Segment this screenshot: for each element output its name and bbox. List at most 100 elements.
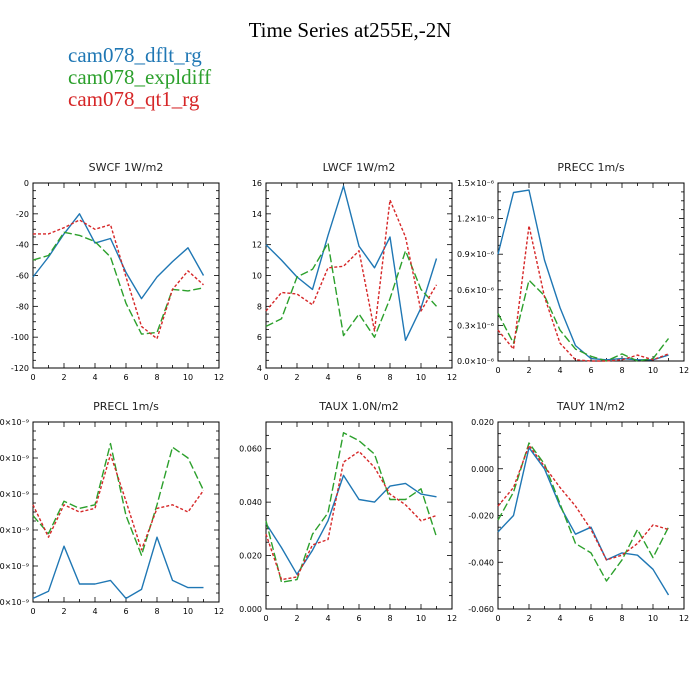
x-tick-label: 0 [495, 366, 500, 375]
y-tick-label: 6 [257, 333, 262, 342]
legend-entry-qt1: cam078_qt1_rg [68, 88, 199, 110]
y-tick-label: 1.5×10⁻⁶ [457, 179, 494, 188]
x-tick-label: 2 [526, 614, 531, 623]
x-tick-label: 2 [526, 366, 531, 375]
series-line-qt1 [265, 199, 438, 332]
x-tick-label: 6 [356, 373, 361, 382]
series-line-expldiff [265, 432, 438, 583]
x-tick-label: 8 [387, 373, 392, 382]
x-tick-label: 12 [447, 373, 457, 382]
x-tick-label: 10 [183, 373, 193, 382]
y-tick-label: -0.060 [468, 605, 494, 614]
y-tick-label: -40 [16, 241, 29, 250]
y-tick-label: 3.0×10⁻⁹ [0, 490, 29, 499]
series-line-dflt [32, 536, 204, 600]
series-line-qt1 [33, 219, 204, 340]
page-title: Time Series at255E,-2N [248, 18, 452, 42]
y-tick-label: 4 [257, 364, 262, 373]
series-line-dflt [497, 189, 669, 361]
y-tick-label: 0.0×10⁻⁶ [457, 357, 494, 366]
y-tick-label: -80 [16, 302, 29, 311]
x-tick-label: 0 [263, 373, 268, 382]
y-tick-label: 10 [252, 272, 262, 281]
series-line-expldiff [497, 279, 670, 362]
plot-frame [265, 182, 453, 369]
y-tick-label: 0.6×10⁻⁶ [457, 286, 494, 295]
series-line-dflt [32, 213, 205, 300]
series-line-qt1 [32, 453, 205, 551]
x-tick-label: 12 [214, 607, 224, 616]
x-tick-label: 8 [154, 607, 159, 616]
y-tick-label: 0.060 [239, 445, 262, 454]
y-tick-label: 0.9×10⁻⁶ [457, 250, 494, 259]
y-tick-label: -0.020 [468, 512, 494, 521]
y-tick-label: 0.0×10⁻⁹ [0, 598, 29, 607]
x-tick-label: 4 [325, 373, 330, 382]
y-tick-label: 2.0×10⁻⁹ [0, 526, 29, 535]
y-tick-label: -20 [16, 210, 29, 219]
series-line-expldiff [497, 442, 670, 582]
plot-frame [497, 182, 685, 362]
series-line-expldiff [32, 231, 204, 335]
chart-title: PRECL 1m/s [93, 400, 159, 413]
x-tick-label: 6 [356, 614, 361, 623]
x-tick-label: 2 [61, 373, 66, 382]
series-line-qt1 [497, 224, 669, 362]
plot-frame [32, 421, 220, 603]
y-tick-label: 0.020 [239, 552, 262, 561]
series-line-dflt [265, 185, 438, 341]
x-tick-label: 2 [294, 614, 299, 623]
series-line-expldiff [32, 442, 205, 556]
x-tick-label: 10 [416, 614, 426, 623]
x-tick-label: 6 [123, 607, 128, 616]
x-tick-label: 4 [325, 614, 330, 623]
x-tick-label: 8 [154, 373, 159, 382]
y-tick-label: 1.0×10⁻⁹ [0, 562, 29, 571]
plot-frame [497, 421, 685, 610]
y-tick-label: -0.040 [468, 558, 494, 567]
x-tick-label: 12 [679, 366, 689, 375]
legend-label: cam078_dflt_rg [68, 43, 202, 67]
legend-label: cam078_qt1_rg [68, 87, 200, 111]
x-tick-label: 10 [416, 373, 426, 382]
y-tick-label: 1.2×10⁻⁶ [457, 215, 494, 224]
plot-frame [265, 421, 453, 610]
y-tick-label: -120 [11, 364, 29, 373]
y-tick-label: -60 [16, 272, 29, 281]
x-tick-label: 0 [30, 607, 35, 616]
x-tick-label: 2 [61, 607, 66, 616]
x-tick-label: 6 [588, 614, 593, 623]
x-tick-label: 4 [92, 373, 97, 382]
x-tick-label: 4 [92, 607, 97, 616]
x-tick-label: 10 [648, 366, 658, 375]
series-line-qt1 [265, 450, 437, 581]
x-tick-label: 12 [214, 373, 224, 382]
series-line-dflt [497, 447, 670, 596]
y-tick-label: 0.3×10⁻⁶ [457, 321, 494, 330]
y-tick-label: 0.000 [471, 465, 494, 474]
y-tick-label: 0.020 [471, 418, 494, 427]
legend-entry-expldiff: cam078_expldiff [68, 66, 211, 88]
x-tick-label: 4 [557, 614, 562, 623]
chart-title: LWCF 1W/m2 [323, 161, 396, 174]
x-tick-label: 6 [588, 366, 593, 375]
y-tick-label: -100 [11, 333, 29, 342]
x-tick-label: 12 [679, 614, 689, 623]
y-tick-label: 0.040 [239, 498, 262, 507]
series-line-qt1 [497, 444, 669, 561]
y-tick-label: 4.0×10⁻⁹ [0, 454, 29, 463]
x-tick-label: 10 [183, 607, 193, 616]
y-tick-label: 5.0×10⁻⁹ [0, 418, 29, 427]
legend-entry-dflt: cam078_dflt_rg [68, 44, 202, 66]
x-tick-label: 12 [447, 614, 457, 623]
x-tick-label: 2 [294, 373, 299, 382]
x-tick-label: 6 [123, 373, 128, 382]
x-tick-label: 0 [495, 614, 500, 623]
x-tick-label: 10 [648, 614, 658, 623]
x-tick-label: 0 [30, 373, 35, 382]
series-line-dflt [265, 474, 437, 575]
chart-title: TAUY 1N/m2 [556, 400, 625, 413]
y-tick-label: 16 [252, 179, 262, 188]
x-tick-label: 8 [619, 366, 624, 375]
y-tick-label: 0 [24, 179, 29, 188]
